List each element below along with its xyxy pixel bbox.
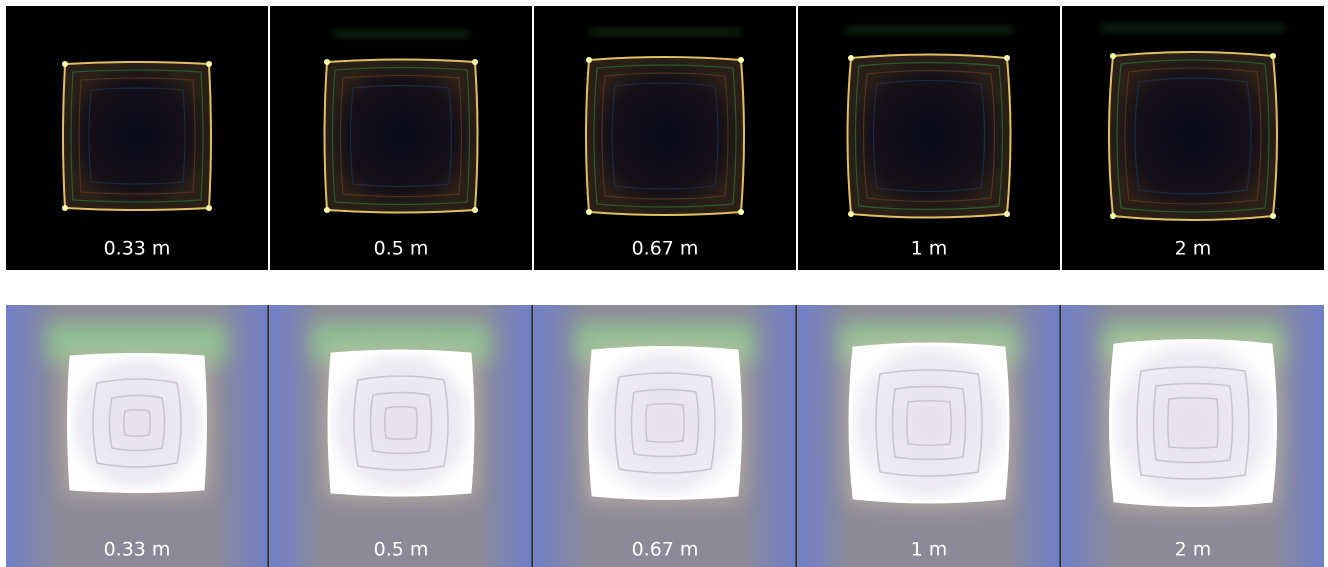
green-haze [845,26,1013,34]
inner-field [325,60,478,213]
page: 0.33 m 0.5 m 0.67 m 1 m 2 m 0.33 m 0.5 m 0.67 m… [0,0,1328,567]
inner-field [848,55,1011,218]
corner-glint [62,61,68,67]
corner-glint [1004,211,1010,217]
corner-glint [848,211,854,217]
corner-glint [206,61,212,67]
corner-glint [738,57,744,63]
corner-glint [738,209,744,215]
panel-label: 0.67 m [632,238,699,260]
figure: 0.33 m 0.5 m 0.67 m 1 m 2 m 0.33 m 0.5 m 0.67 m… [0,0,1328,567]
bright-square [69,355,206,492]
corner-glint [1110,53,1116,59]
bright-square [850,344,1008,502]
corner-glint [324,59,330,65]
corner-glint [1004,55,1010,61]
panel-label: 1 m [911,539,948,561]
green-haze [1101,24,1285,32]
corner-glint [206,205,212,211]
inner-field [1109,52,1277,220]
corner-glint [472,59,478,65]
corner-glint [1110,213,1116,219]
corner-glint [586,57,592,63]
green-haze [333,30,469,38]
panel-label: 0.67 m [632,539,699,561]
corner-glint [324,207,330,213]
panel-label: 0.33 m [104,539,171,561]
image-panel: 1 m [798,6,1060,270]
panel-label: 1 m [911,238,948,260]
image-panel: 0.5 m [270,6,532,270]
panel-label: 0.5 m [374,238,429,260]
corner-glint [848,55,854,61]
image-panel: 1 m [797,305,1061,567]
corner-glint [62,205,68,211]
corner-glint [586,209,592,215]
image-panel: 2 m [1061,305,1325,567]
inner-field [586,57,744,215]
image-panel: 0.33 m [6,6,268,270]
bright-square [590,348,741,499]
corner-glint [1270,213,1276,219]
image-panel: 0.33 m [6,305,268,567]
image-panel: 0.67 m [534,6,796,270]
image-panel: 0.67 m [533,305,797,567]
panel-label: 2 m [1175,238,1212,260]
image-panel: 0.5 m [269,305,533,567]
panel-label: 0.33 m [104,238,171,260]
corner-glint [1270,53,1276,59]
panel-label: 0.5 m [374,539,429,561]
corner-glint [472,207,478,213]
panel-label: 2 m [1175,539,1212,561]
inner-field [63,62,211,210]
bright-square [1111,341,1276,506]
bright-square [329,351,473,495]
green-haze [589,28,741,36]
image-panel: 2 m [1062,6,1324,270]
